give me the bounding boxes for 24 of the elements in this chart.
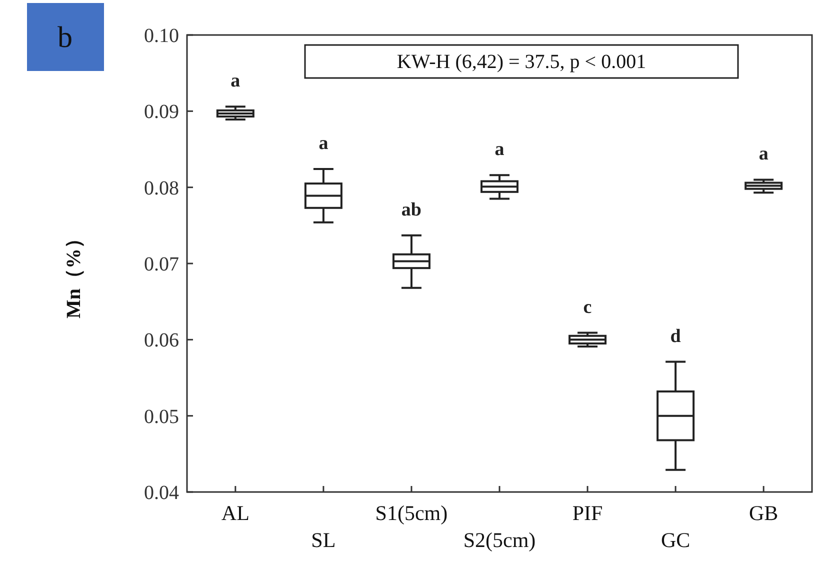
- x-tick-label: GC: [660, 528, 690, 552]
- x-tick-label: S2(5cm): [463, 528, 536, 552]
- y-tick-label: 0.10: [144, 25, 179, 47]
- y-tick-label: 0.04: [144, 482, 179, 504]
- annotation: ab: [401, 199, 422, 220]
- x-tick-label: SL: [311, 528, 336, 552]
- annotation: a: [494, 139, 505, 160]
- x-tick-label: AL: [221, 501, 250, 525]
- text: b: [58, 21, 72, 54]
- x-tick-label: GB: [748, 501, 778, 525]
- y-axis-title: Mn（%）: [63, 228, 85, 318]
- annotation: d: [670, 326, 682, 347]
- annotation: a: [318, 133, 329, 154]
- annotation: a: [230, 70, 241, 92]
- y-tick-label: 0.09: [144, 101, 179, 124]
- x-tick-label: PIF: [572, 501, 603, 525]
- y-tick-label: 0.08: [144, 177, 179, 200]
- annotation: a: [758, 144, 769, 165]
- y-tick-label: 0.07: [144, 254, 179, 276]
- annotation: KW-H (6,42) = 37.5, p < 0.001: [396, 51, 646, 73]
- x-tick-label: S1(5cm): [375, 501, 448, 525]
- y-tick-label: 0.05: [144, 406, 179, 428]
- annotation: c: [583, 296, 592, 318]
- y-tick-label: 0.06: [144, 330, 179, 352]
